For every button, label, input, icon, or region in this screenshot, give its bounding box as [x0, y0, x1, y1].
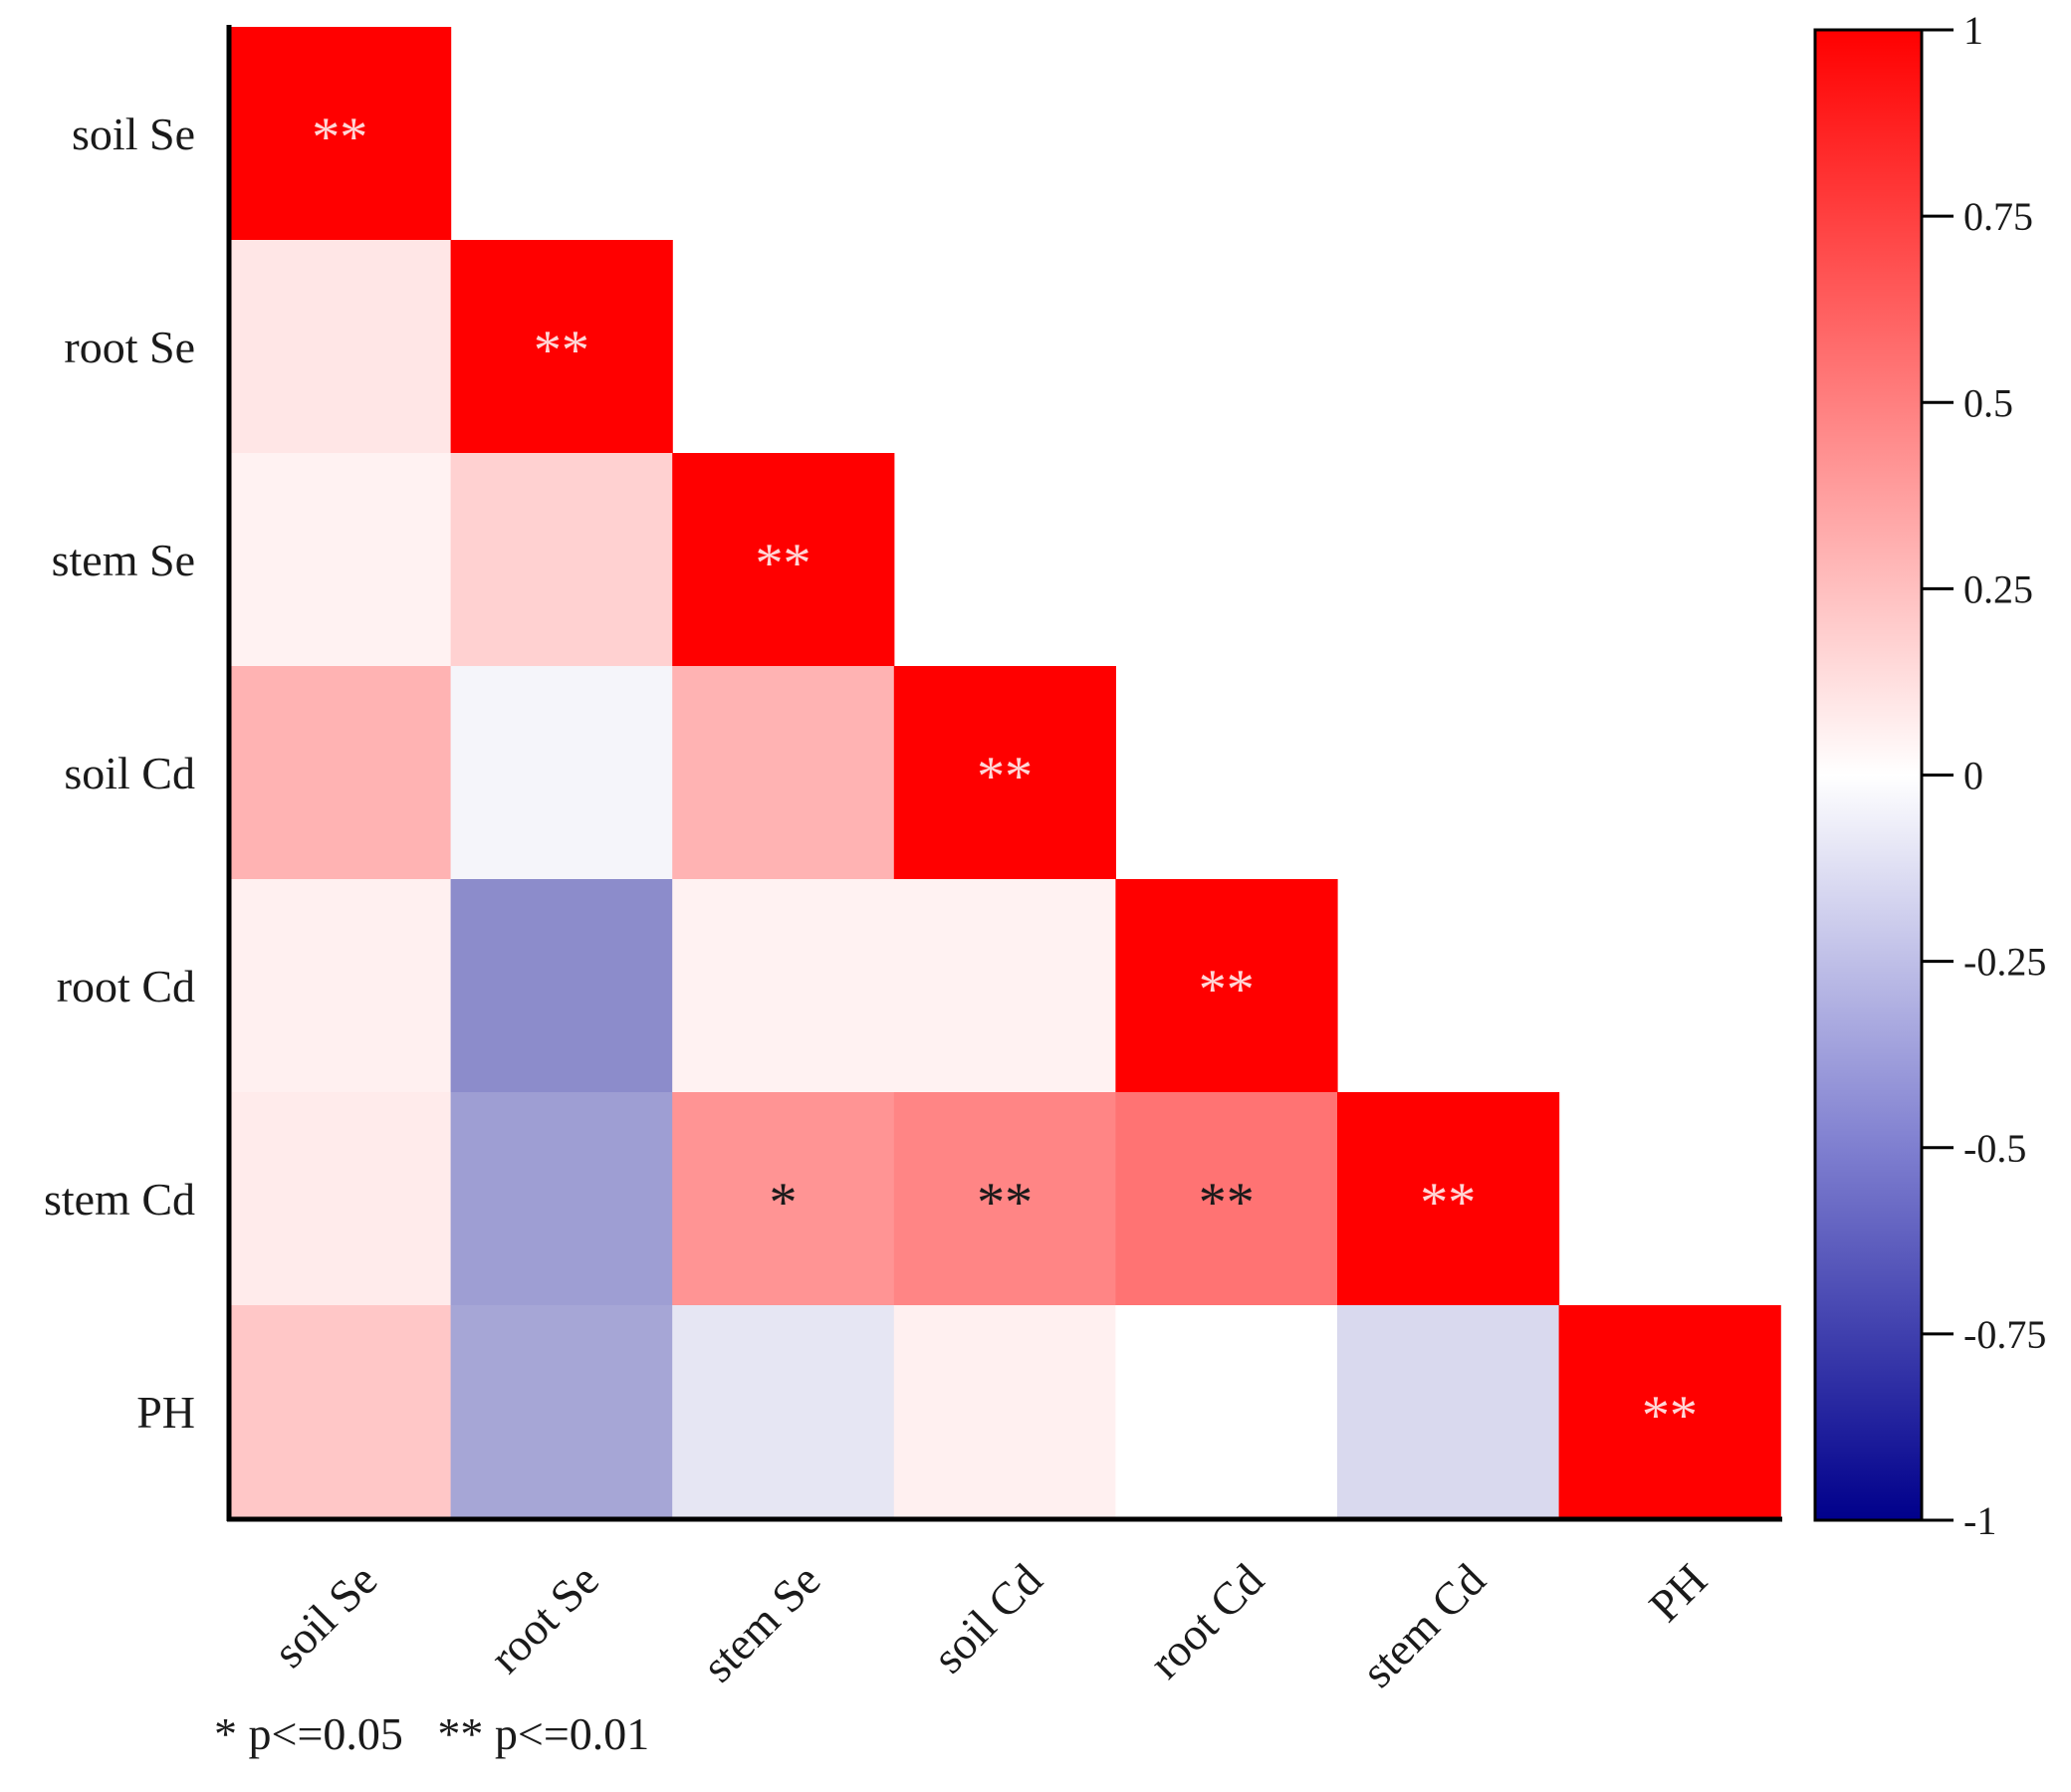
cell-stem-se-soil-se: [229, 453, 452, 667]
y-label-soil-cd: soil Cd: [64, 748, 195, 798]
x-label-root-se: root Se: [480, 1554, 608, 1682]
significance-legend: * p<=0.05 ** p<=0.01: [214, 1708, 650, 1759]
cell-root-cd-stem-se: [672, 879, 895, 1093]
cell-stem-se-root-se: [450, 453, 673, 667]
significance-marker: **: [534, 320, 589, 381]
significance-markers: *********** ** ** ****: [312, 107, 1698, 1447]
cell-soil-cd-root-se: [450, 666, 673, 880]
colorbar-tick-label: 0.5: [1963, 380, 2013, 425]
cell-stem-cd-root-se: [450, 1092, 673, 1306]
colorbar-tick-label: 0: [1963, 754, 1983, 798]
heatmap-cells: [229, 27, 1781, 1519]
cell-ph-stem-cd: [1337, 1305, 1560, 1519]
cell-root-cd-root-se: [450, 879, 673, 1093]
colorbar-tick-label: 0.75: [1963, 194, 2033, 239]
cell-stem-cd-stem-se: [672, 1092, 895, 1306]
significance-marker: **: [312, 107, 367, 168]
significance-marker: **: [977, 1172, 1033, 1233]
cell-soil-cd-soil-cd: [893, 666, 1116, 880]
y-label-ph: PH: [136, 1387, 195, 1438]
y-label-soil-se: soil Se: [72, 109, 195, 159]
x-axis-labels: soil Se root Se stem Se soil Cd root Cd stem …: [264, 1554, 1717, 1697]
x-label-root-cd: root Cd: [1139, 1554, 1273, 1688]
significance-marker: **: [1199, 959, 1255, 1020]
y-label-stem-se: stem Se: [52, 535, 195, 585]
x-label-ph: PH: [1639, 1554, 1717, 1632]
significance-marker: *: [770, 1172, 798, 1233]
cell-ph-soil-cd: [893, 1305, 1116, 1519]
axes: [226, 25, 1782, 1522]
cell-soil-se-soil-se: [229, 27, 452, 241]
cell-soil-cd-stem-se: [672, 666, 895, 880]
colorbar-tick-label: -0.75: [1963, 1312, 2046, 1357]
colorbar-tick-label: -1: [1963, 1498, 1996, 1543]
significance-marker: **: [977, 746, 1033, 807]
colorbar-tick-label: -0.25: [1963, 940, 2046, 985]
cell-root-cd-root-cd: [1115, 879, 1338, 1093]
cell-soil-cd-soil-se: [229, 666, 452, 880]
cell-ph-root-se: [450, 1305, 673, 1519]
y-axis-labels: soil Se root Se stem Se soil Cd root Cd stem …: [44, 109, 195, 1438]
cell-stem-cd-soil-cd: [893, 1092, 1116, 1306]
significance-marker: **: [1199, 1172, 1255, 1233]
x-label-stem-cd: stem Cd: [1352, 1554, 1496, 1697]
significance-marker: **: [756, 533, 811, 594]
colorbar-gradient: [1813, 28, 1924, 1522]
x-label-soil-se: soil Se: [264, 1554, 387, 1678]
y-label-root-cd: root Cd: [57, 961, 195, 1011]
x-label-soil-cd: soil Cd: [923, 1554, 1051, 1682]
cell-root-se-soil-se: [229, 240, 452, 454]
colorbar: 1 0.75 0.5 0.25 0 -0.25 -0.5 -0.75 -1: [1813, 8, 2046, 1543]
cell-stem-cd-root-cd: [1115, 1092, 1338, 1306]
significance-marker: **: [1642, 1385, 1698, 1447]
cell-root-se-root-se: [450, 240, 673, 454]
cell-root-cd-soil-cd: [893, 879, 1116, 1093]
cell-stem-se-stem-se: [672, 453, 895, 667]
cell-ph-stem-se: [672, 1305, 895, 1519]
colorbar-tick-label: 1: [1963, 8, 1983, 53]
x-label-stem-se: stem Se: [692, 1554, 829, 1691]
cell-root-cd-soil-se: [229, 879, 452, 1093]
colorbar-tick-label: -0.5: [1963, 1126, 2026, 1171]
cell-stem-cd-stem-cd: [1337, 1092, 1560, 1306]
cell-ph-ph: [1558, 1305, 1781, 1519]
colorbar-tick-label: 0.25: [1963, 566, 2033, 611]
y-label-root-se: root Se: [64, 322, 195, 372]
cell-ph-root-cd: [1115, 1305, 1338, 1519]
y-label-stem-cd: stem Cd: [44, 1174, 195, 1225]
cell-stem-cd-soil-se: [229, 1092, 452, 1306]
significance-marker: **: [1420, 1172, 1476, 1233]
cell-ph-soil-se: [229, 1305, 452, 1519]
